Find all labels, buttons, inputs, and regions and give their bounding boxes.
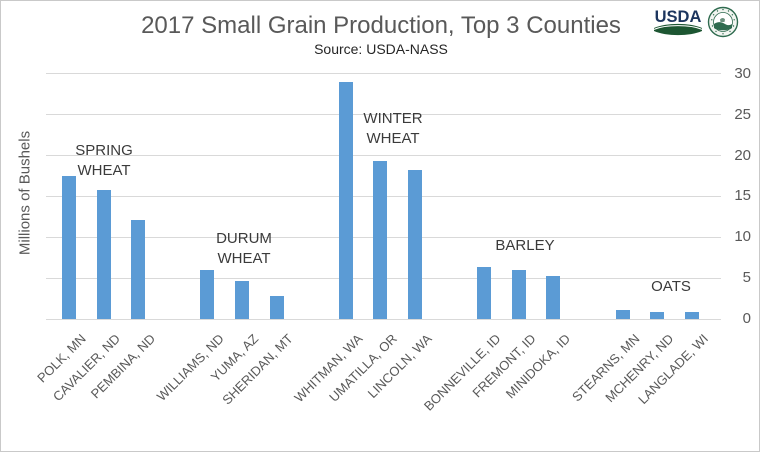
bar-fremont-id bbox=[511, 269, 526, 319]
usda-wordmark-text: USDA bbox=[655, 8, 702, 26]
bar-bonneville-id bbox=[477, 266, 492, 319]
gridline-y-25 bbox=[46, 114, 721, 116]
group-label-barley: BARLEY bbox=[495, 237, 555, 254]
y-axis-tick-label: 15 bbox=[734, 187, 751, 205]
y-axis-tick-label: 30 bbox=[734, 64, 751, 82]
y-axis-tick-label: 25 bbox=[734, 105, 751, 123]
gridline-y-0 bbox=[46, 318, 721, 320]
bar-yuma-az bbox=[235, 281, 249, 319]
y-axis-tick-label: 20 bbox=[734, 146, 751, 164]
bar-whitman-wa bbox=[338, 82, 353, 319]
chart-title: 2017 Small Grain Production, Top 3 Count… bbox=[141, 12, 621, 39]
bar-minidoka-id bbox=[546, 275, 561, 319]
group-label-winter-wheat: WINTER WHEAT bbox=[363, 110, 423, 147]
group-label-oats: OATS bbox=[651, 278, 691, 295]
bar-umatilla-or bbox=[373, 161, 388, 319]
usda-wordmark-icon: USDA bbox=[653, 8, 703, 36]
bar-polk-mn bbox=[62, 176, 76, 319]
group-label-durum-wheat: DURUM WHEAT bbox=[216, 230, 272, 267]
gridline-y-20 bbox=[46, 155, 721, 157]
y-axis-tick-label: 5 bbox=[742, 269, 751, 287]
nass-agriculture-counts-logo bbox=[707, 6, 739, 38]
bar-pembina-nd bbox=[131, 220, 146, 319]
bar-lincoln-wa bbox=[408, 170, 422, 319]
bar-cavalier-nd bbox=[96, 189, 111, 319]
chart-subtitle: Source: USDA-NASS bbox=[314, 41, 448, 57]
y-axis-tick-label: 10 bbox=[734, 228, 751, 246]
bar-mchenry-nd bbox=[650, 311, 665, 319]
bar-sheridan-mt bbox=[269, 296, 284, 319]
gridline-y-30 bbox=[46, 73, 721, 75]
bar-stearns-mn bbox=[615, 310, 630, 319]
bar-williams-nd bbox=[200, 269, 215, 319]
y-axis-tick-label: 0 bbox=[742, 310, 751, 327]
y-axis-title: Millions of Bushels bbox=[16, 130, 34, 256]
nass-seal-icon bbox=[707, 6, 739, 38]
bar-langlade-wi bbox=[684, 311, 699, 319]
group-label-spring-wheat: SPRING WHEAT bbox=[75, 142, 133, 179]
usda-logo: USDA bbox=[653, 6, 703, 37]
